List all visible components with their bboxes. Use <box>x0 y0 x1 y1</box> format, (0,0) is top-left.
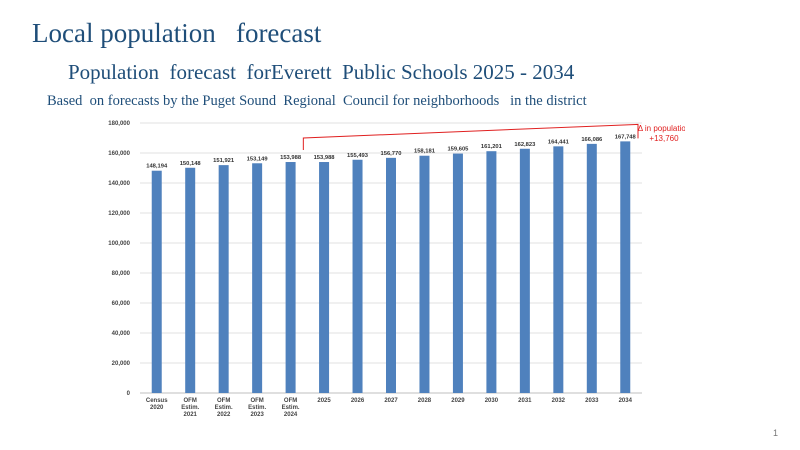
data-label: 167,748 <box>615 134 637 140</box>
x-tick-label-line: 2025 <box>317 398 331 404</box>
y-tick-label: 40,000 <box>112 331 131 337</box>
y-tick-label: 0 <box>127 391 131 397</box>
x-tick-label-line: 2027 <box>384 398 398 404</box>
bar <box>386 157 396 393</box>
data-label: 166,086 <box>581 137 603 143</box>
page-title: Local population forecast <box>32 18 322 48</box>
bar <box>519 148 530 393</box>
y-tick-label: 180,000 <box>108 121 130 127</box>
x-tick-label-line: Estim. <box>282 405 300 411</box>
data-label: 159,605 <box>447 147 469 153</box>
x-tick-label-line: 2032 <box>552 398 566 404</box>
data-label: 161,201 <box>481 144 503 150</box>
x-tick-label: 2029 <box>451 398 465 404</box>
x-tick-label: 2027 <box>384 398 398 404</box>
data-label: 162,823 <box>514 142 536 148</box>
bar <box>319 162 330 393</box>
y-tick-label: 20,000 <box>112 361 131 367</box>
x-tick-label-line: 2023 <box>250 412 264 418</box>
bar <box>486 151 497 393</box>
annotation-label: Δ in population <box>638 124 685 133</box>
bar <box>218 165 229 393</box>
x-tick-label-line: 2034 <box>619 398 633 404</box>
x-tick-label-line: 2031 <box>518 398 532 404</box>
data-label: 158,181 <box>414 149 436 155</box>
x-tick-label: OFM Estim. 2024 <box>282 398 300 418</box>
page-caption: Based on forecasts by the Puget Sound Re… <box>47 93 587 109</box>
x-tick-label: 2025 <box>317 398 331 404</box>
annotation-bracket <box>302 123 639 151</box>
bar <box>252 163 263 393</box>
x-tick-label-line: 2033 <box>585 398 599 404</box>
data-label: 153,988 <box>314 155 336 161</box>
x-tick-label-line: OFM <box>250 398 263 404</box>
data-label: 148,194 <box>146 164 168 170</box>
data-label: 155,493 <box>347 153 369 159</box>
x-tick-label: 2028 <box>418 398 432 404</box>
x-tick-label: 2031 <box>518 398 532 404</box>
x-tick-label-line: 2029 <box>451 398 465 404</box>
page-number: 1 <box>772 428 778 438</box>
x-tick-label-line: 2020 <box>150 405 164 411</box>
x-tick-label: OFM Estim. 2023 <box>248 398 266 418</box>
x-tick-label-line: Estim. <box>248 405 266 411</box>
x-tick-label-line: OFM <box>184 398 197 404</box>
x-tick-label-line: OFM <box>217 398 230 404</box>
bar <box>185 167 196 393</box>
bar <box>553 146 564 393</box>
bar <box>352 159 363 393</box>
bar <box>586 143 597 393</box>
y-tick-label: 140,000 <box>108 181 130 187</box>
x-tick-label-line: OFM <box>284 398 297 404</box>
x-tick-label: OFM Estim. 2021 <box>181 398 199 418</box>
data-label: 153,988 <box>280 155 302 161</box>
y-tick-label: 100,000 <box>108 241 130 247</box>
bar <box>452 153 463 393</box>
population-bar-chart: 0 20,000 40,000 60,000 80,000 100,000 120,000 1… <box>108 121 685 418</box>
data-label: 164,441 <box>548 139 570 145</box>
x-tick-label: 2033 <box>585 398 599 404</box>
x-tick-label-line: Census <box>146 398 168 404</box>
x-tick-label-line: 2024 <box>284 412 298 418</box>
x-tick-label: 2032 <box>552 398 566 404</box>
x-tick-label-line: 2028 <box>418 398 432 404</box>
x-tick-label: 2030 <box>485 398 499 404</box>
y-tick-label: 120,000 <box>108 211 130 217</box>
y-tick-label: 80,000 <box>112 271 131 277</box>
data-label: 153,149 <box>247 156 269 162</box>
x-tick-label-line: 2022 <box>217 412 231 418</box>
x-tick-label-line: 2026 <box>351 398 365 404</box>
x-tick-label-line: Estim. <box>181 405 199 411</box>
page-subtitle: Population forecast forEverett Public Sc… <box>68 60 575 84</box>
x-tick-label: OFM Estim. 2022 <box>215 398 233 418</box>
y-tick-label: 60,000 <box>112 301 131 307</box>
bar <box>620 141 631 393</box>
x-tick-label: Census 2020 <box>146 398 168 411</box>
bar <box>151 170 162 393</box>
x-tick-label: 2034 <box>619 398 633 404</box>
x-tick-label: 2026 <box>351 398 365 404</box>
x-tick-label-line: 2030 <box>485 398 499 404</box>
data-label: 156,770 <box>381 151 402 157</box>
annotation-value: +13,760 <box>649 134 679 143</box>
x-tick-label-line: Estim. <box>215 405 233 411</box>
y-tick-label: 160,000 <box>108 151 130 157</box>
bar <box>285 162 296 393</box>
data-label: 150,148 <box>180 161 202 167</box>
data-label: 151,921 <box>213 158 235 164</box>
bar <box>419 155 430 393</box>
x-tick-label-line: 2021 <box>184 412 198 418</box>
